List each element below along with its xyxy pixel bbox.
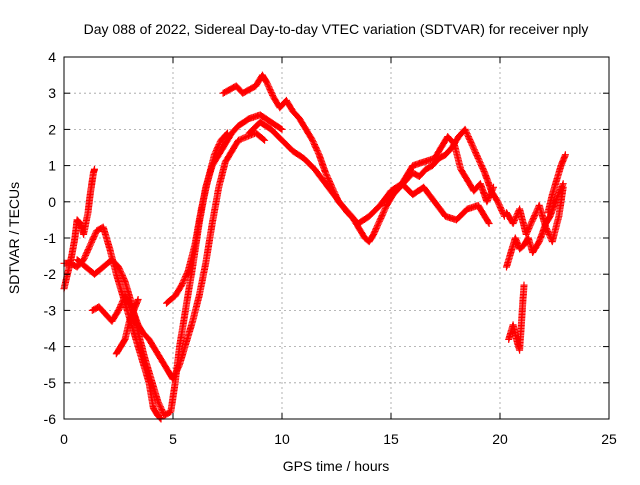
y-tick-label: -2 xyxy=(44,266,57,282)
y-axis-label: SDTVAR / TECUs xyxy=(6,182,22,294)
y-tick-label: 0 xyxy=(48,194,56,210)
y-tick-label: -6 xyxy=(44,411,57,427)
y-tick-label: 2 xyxy=(48,121,56,137)
y-tick-label: -5 xyxy=(44,375,57,391)
y-tick-label: -1 xyxy=(44,230,57,246)
y-tick-label: 1 xyxy=(48,158,56,174)
x-tick-label: 25 xyxy=(601,431,617,447)
x-tick-label: 0 xyxy=(60,431,68,447)
y-tick-label: -3 xyxy=(44,302,57,318)
x-axis-label: GPS time / hours xyxy=(283,458,390,474)
x-tick-label: 5 xyxy=(169,431,177,447)
chart-title: Day 088 of 2022, Sidereal Day-to-day VTE… xyxy=(84,21,589,37)
x-tick-label: 10 xyxy=(274,431,290,447)
x-tick-label: 15 xyxy=(383,431,399,447)
y-tick-label: 4 xyxy=(48,49,56,65)
y-tick-label: 3 xyxy=(48,85,56,101)
x-tick-label: 20 xyxy=(492,431,508,447)
y-tick-label: -4 xyxy=(44,339,57,355)
